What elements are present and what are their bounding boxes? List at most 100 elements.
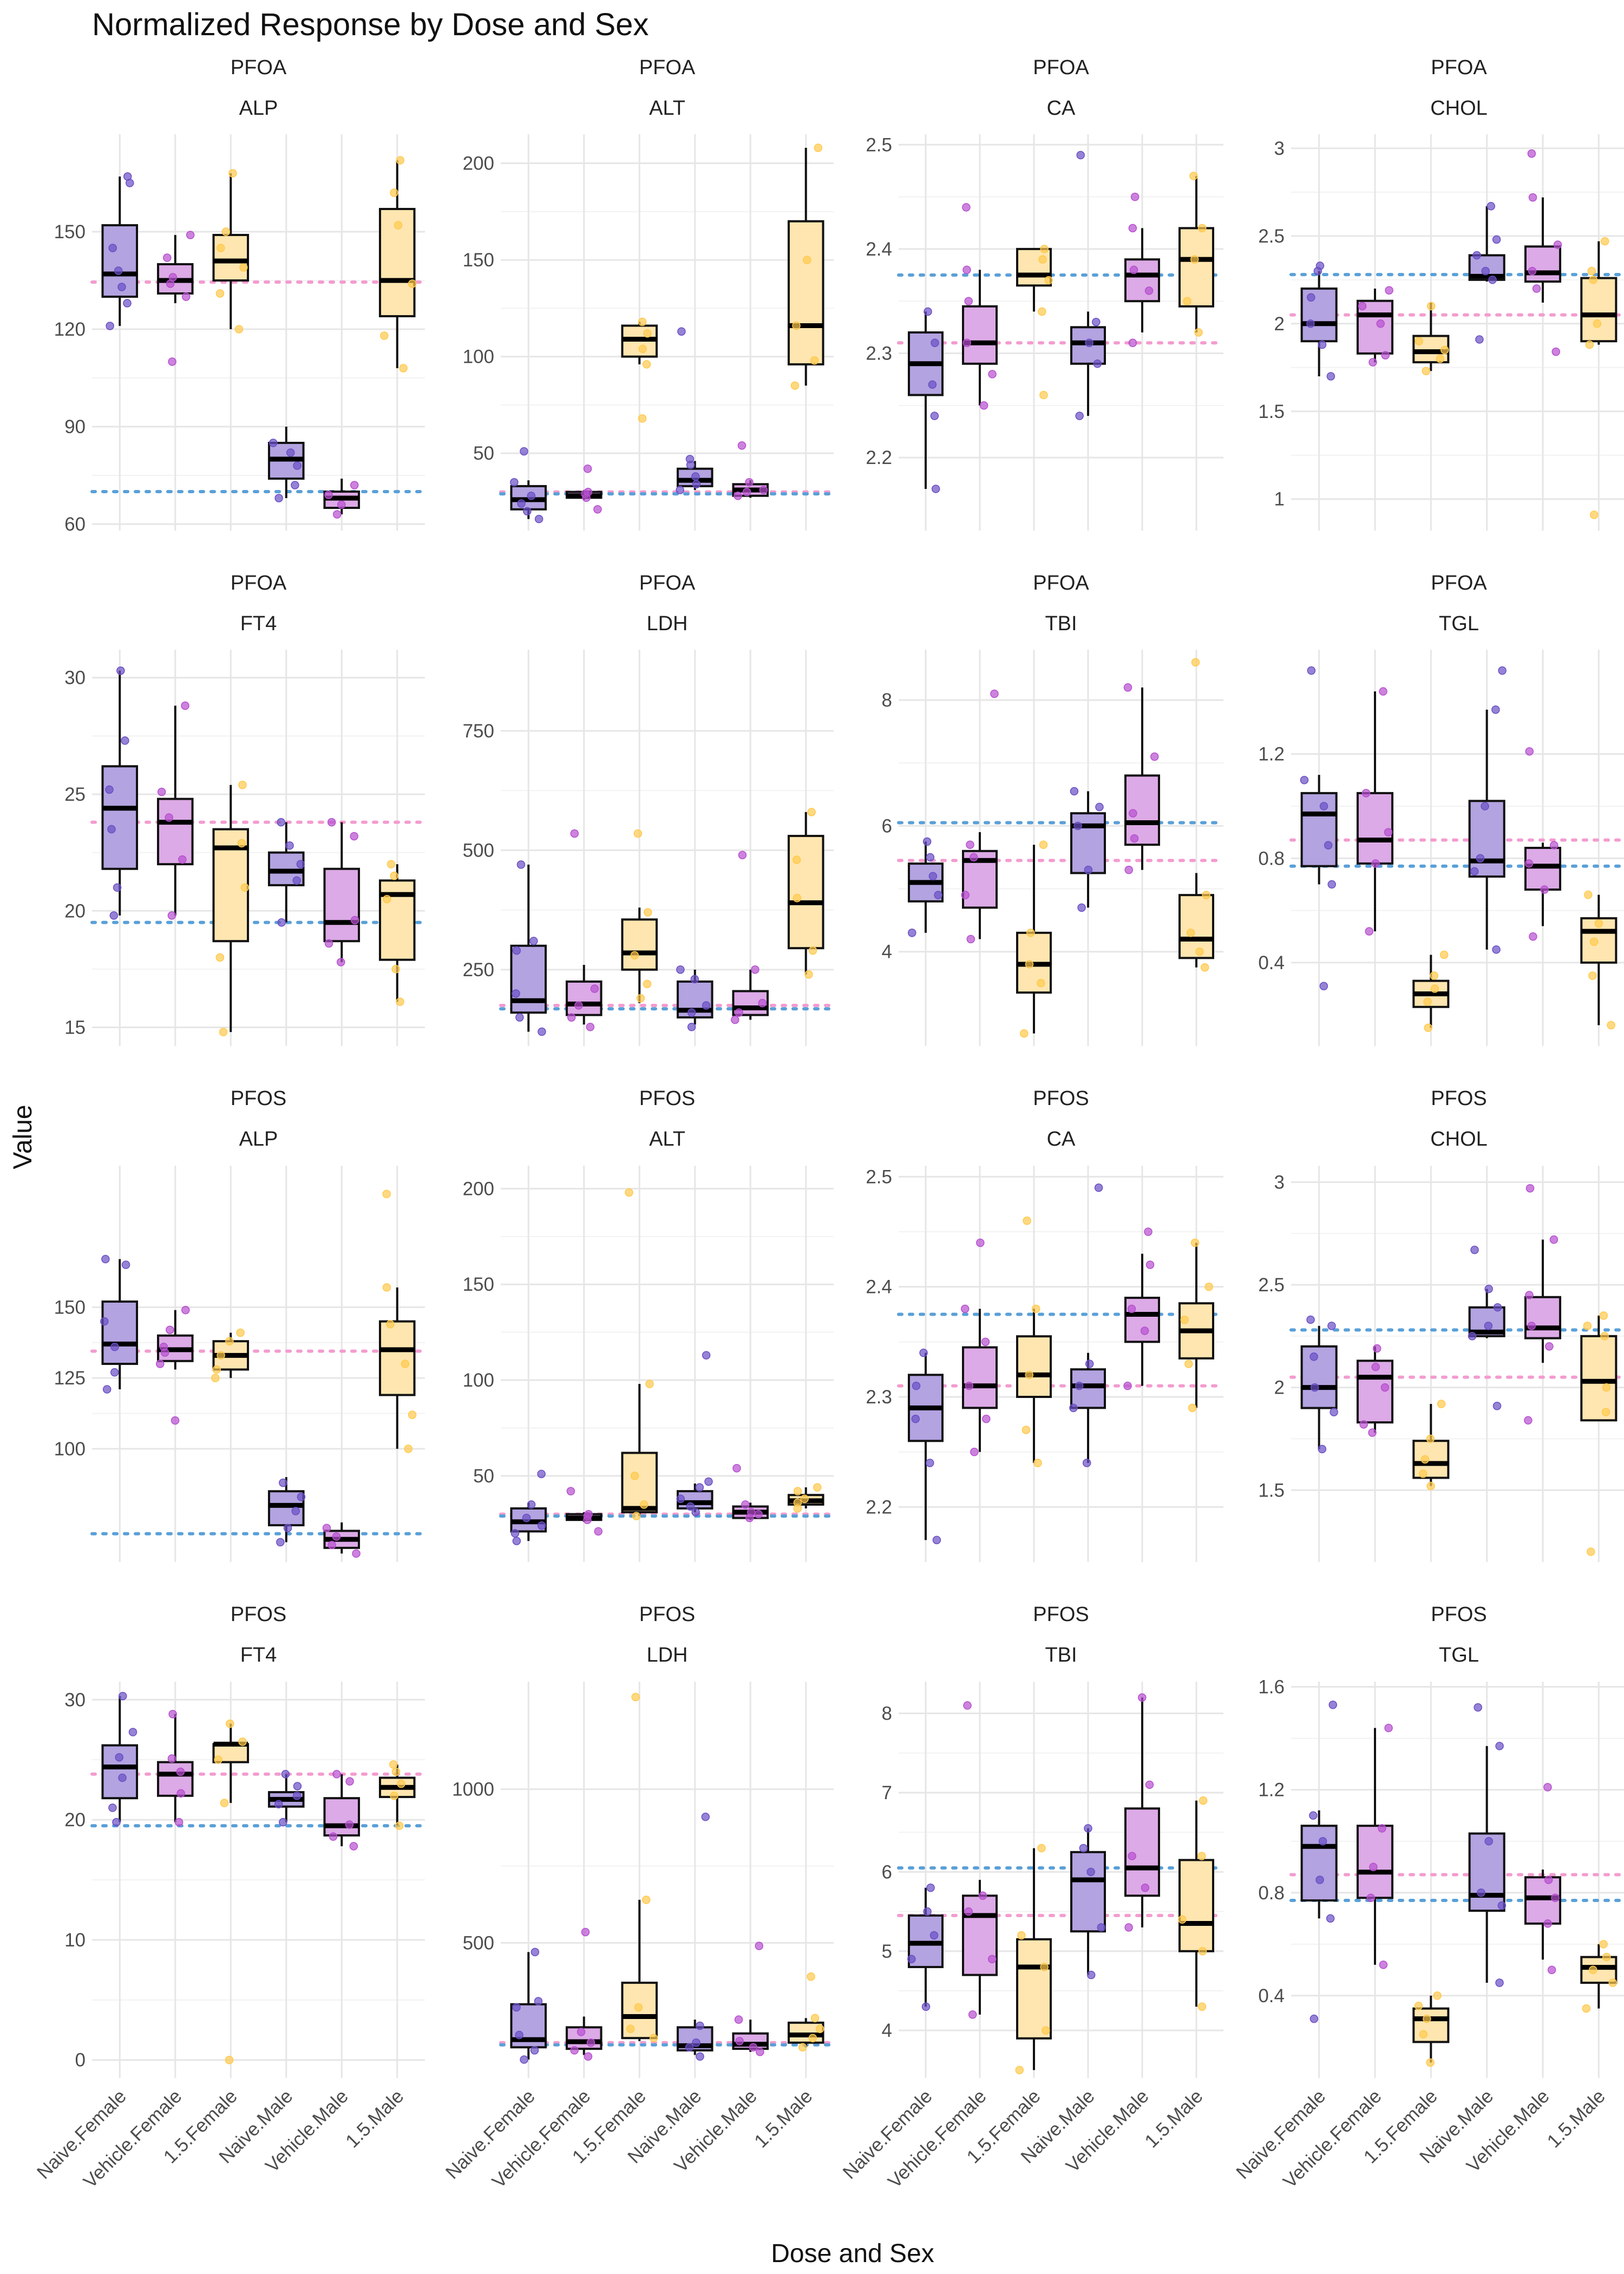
data-point (1140, 1327, 1149, 1335)
data-point (594, 1527, 603, 1536)
data-point (696, 2052, 704, 2061)
chart-title: Normalized Response by Dose and Sex (92, 7, 649, 42)
data-point (1492, 1402, 1502, 1410)
data-point (1528, 193, 1537, 202)
box-1.5.Female (212, 234, 250, 282)
data-point (113, 883, 122, 892)
data-point (1426, 2058, 1435, 2067)
data-point (755, 1942, 764, 1950)
y-tick-label: 1.2 (1258, 744, 1285, 765)
x-tick-label: Vehicle.Female (1279, 2086, 1386, 2192)
y-tick-label: 30 (64, 1689, 86, 1710)
data-point (515, 1013, 524, 1022)
data-point (570, 829, 579, 838)
data-point (702, 1351, 711, 1360)
data-point (1525, 1291, 1534, 1299)
y-tick-label: 30 (64, 668, 86, 689)
data-point (630, 1472, 639, 1480)
data-point (687, 1022, 696, 1031)
data-point (219, 1028, 228, 1036)
data-point (1307, 666, 1316, 675)
box-1.5.Male (787, 220, 824, 365)
data-point (516, 860, 526, 869)
y-tick-label: 2.3 (866, 1387, 892, 1408)
x-tick-label: 1.5.Male (750, 2086, 817, 2152)
data-point (1145, 1780, 1154, 1789)
data-point (978, 1891, 987, 1900)
data-point (1310, 1383, 1319, 1392)
facet-panel-8: PFOA TGL 0.4 0.8 1.2 (1258, 572, 1624, 1046)
facet-strip-compound: PFOS (1431, 1603, 1487, 1626)
data-point (1423, 997, 1432, 1006)
data-point (790, 381, 800, 390)
data-point (1086, 1970, 1096, 1979)
data-point (924, 307, 932, 316)
data-point (1309, 1352, 1318, 1361)
y-tick-label: 100 (463, 1370, 494, 1391)
data-point (1069, 1403, 1078, 1413)
data-point (926, 853, 935, 862)
data-point (919, 1348, 928, 1357)
facet-panel-11: PFOS CA 2.2 2.3 2.4 2.5 (866, 1087, 1225, 1562)
data-point (1436, 354, 1445, 363)
data-point (738, 851, 747, 859)
data-point (676, 486, 684, 494)
data-point (389, 1760, 398, 1769)
data-point (734, 2015, 743, 2024)
data-point (279, 1818, 287, 1827)
data-point (625, 1188, 633, 1197)
facet-strip-compound: PFOS (639, 1087, 695, 1110)
data-point (1306, 319, 1315, 328)
y-tick-label: 7 (882, 1782, 892, 1803)
data-point (1326, 1914, 1335, 1923)
data-point (1180, 1315, 1189, 1324)
data-point (1092, 317, 1101, 326)
data-point (1371, 859, 1380, 868)
data-point (1493, 1303, 1502, 1312)
data-point (1487, 202, 1496, 211)
data-point (1484, 1284, 1493, 1293)
box-1.5.Female (621, 1452, 658, 1514)
data-point (1495, 1978, 1504, 1987)
data-point (512, 2003, 521, 2012)
data-point (742, 487, 751, 496)
data-point (1198, 1947, 1207, 1956)
data-point (324, 939, 333, 948)
data-point (291, 481, 299, 489)
data-point (117, 283, 126, 291)
data-point (118, 1773, 127, 1782)
data-point (1468, 1332, 1477, 1341)
data-point (1545, 1342, 1554, 1351)
data-point (382, 1283, 391, 1292)
data-point (1528, 266, 1537, 276)
data-point (1549, 1235, 1558, 1244)
data-point (1414, 2002, 1423, 2010)
data-point (1038, 255, 1047, 264)
data-point (583, 464, 592, 473)
data-point (804, 970, 813, 979)
x-tick-label: Vehicle.Female (80, 2086, 186, 2192)
data-point (520, 2055, 528, 2064)
y-tick-label: 8 (882, 690, 892, 711)
data-point (692, 480, 701, 489)
y-tick-label: 150 (54, 1297, 86, 1318)
x-tick-label: Vehicle.Female (884, 2086, 991, 2192)
data-point (123, 299, 132, 308)
box-Vehicle.Female (962, 1346, 998, 1409)
data-point (276, 1538, 285, 1547)
data-point (696, 2021, 704, 2030)
data-point (639, 1500, 649, 1509)
data-point (176, 1767, 185, 1776)
data-point (1524, 1416, 1533, 1425)
data-point (277, 818, 285, 827)
data-point (1309, 2014, 1319, 2023)
data-point (1385, 286, 1393, 295)
data-point (105, 785, 114, 794)
box-Vehicle.Female (156, 1761, 194, 1797)
data-point (121, 736, 129, 745)
facet-strip-analyte: FT4 (240, 612, 277, 635)
box-Vehicle.Male (1124, 258, 1160, 303)
data-point (566, 1487, 575, 1495)
data-point (1082, 1459, 1091, 1467)
y-tick-label: 60 (64, 514, 86, 535)
